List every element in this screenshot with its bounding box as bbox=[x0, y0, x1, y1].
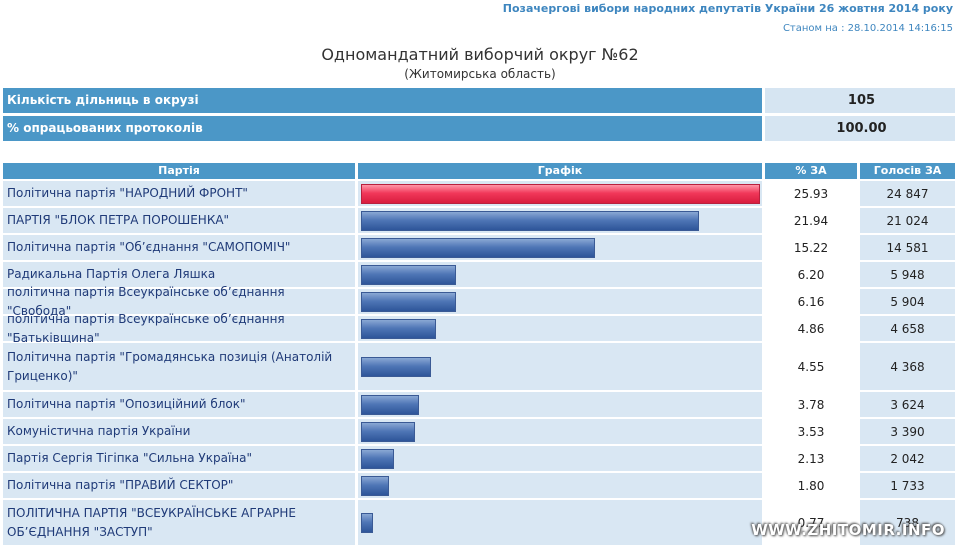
chart-cell bbox=[358, 181, 762, 206]
party-name: Комуністична партія України bbox=[3, 419, 355, 444]
party-name: політична партія Всеукраїнське об’єднанн… bbox=[3, 312, 355, 345]
votes-value: 5 904 bbox=[860, 289, 955, 314]
result-bar bbox=[361, 238, 595, 258]
percent-value: 1.80 bbox=[765, 473, 857, 498]
party-name: Партія Сергія Тігіпка "Сильна Україна" bbox=[3, 446, 355, 471]
votes-value: 21 024 bbox=[860, 208, 955, 233]
chart-cell bbox=[358, 392, 762, 417]
percent-value: 25.93 bbox=[765, 181, 857, 206]
percent-value: 21.94 bbox=[765, 208, 857, 233]
chart-cell bbox=[358, 446, 762, 471]
votes-value: 2 042 bbox=[860, 446, 955, 471]
votes-value: 24 847 bbox=[860, 181, 955, 206]
watermark-logo: WWW.ZHITOMIR.INFO bbox=[751, 521, 945, 539]
summary-value: 105 bbox=[765, 88, 955, 113]
percent-value: 15.22 bbox=[765, 235, 857, 260]
party-name: ПОЛІТИЧНА ПАРТІЯ "ВСЕУКРАЇНСЬКЕ АГРАРНЕ … bbox=[3, 500, 355, 545]
result-bar bbox=[361, 319, 436, 339]
party-name: Політична партія "НАРОДНИЙ ФРОНТ" bbox=[3, 181, 355, 206]
column-header-percent: % ЗА bbox=[765, 163, 857, 179]
votes-value: 5 948 bbox=[860, 262, 955, 287]
chart-cell bbox=[358, 262, 762, 287]
result-bar bbox=[361, 395, 419, 415]
votes-value: 14 581 bbox=[860, 235, 955, 260]
party-name: Політична партія "Об’єднання "САМОПОМІЧ" bbox=[3, 235, 355, 260]
party-name: ПАРТІЯ "БЛОК ПЕТРА ПОРОШЕНКА" bbox=[3, 208, 355, 233]
chart-cell bbox=[358, 289, 762, 314]
summary-value: 100.00 bbox=[765, 116, 955, 141]
timestamp: Станом на : 28.10.2014 14:16:15 bbox=[782, 23, 953, 34]
percent-value: 6.20 bbox=[765, 262, 857, 287]
result-bar bbox=[361, 184, 760, 204]
votes-value: 3 390 bbox=[860, 419, 955, 444]
percent-value: 3.78 bbox=[765, 392, 857, 417]
result-bar bbox=[361, 513, 373, 533]
chart-cell bbox=[358, 473, 762, 498]
summary-label: % опрацьованих протоколів bbox=[3, 116, 762, 141]
party-name: Радикальна Партія Олега Ляшка bbox=[3, 262, 355, 287]
chart-cell bbox=[358, 208, 762, 233]
summary-label: Кількість дільниць в окрузі bbox=[3, 88, 762, 113]
votes-value: 4 658 bbox=[860, 316, 955, 341]
party-name: Політична партія "Опозиційний блок" bbox=[3, 392, 355, 417]
percent-value: 4.86 bbox=[765, 316, 857, 341]
result-bar bbox=[361, 449, 394, 469]
party-name: Політична партія "Громадянська позиція (… bbox=[3, 343, 355, 390]
party-name: Політична партія "ПРАВИЙ СЕКТОР" bbox=[3, 473, 355, 498]
result-bar bbox=[361, 476, 389, 496]
election-title: Позачергові вибори народних депутатів Ук… bbox=[502, 2, 953, 15]
column-header-chart: Графік bbox=[358, 163, 762, 179]
chart-cell bbox=[358, 500, 762, 545]
chart-cell bbox=[358, 316, 762, 341]
district-title: Одномандатний виборчий округ №62 bbox=[321, 45, 639, 64]
chart-cell bbox=[358, 343, 762, 390]
result-bar bbox=[361, 211, 699, 231]
percent-value: 6.16 bbox=[765, 289, 857, 314]
votes-value: 3 624 bbox=[860, 392, 955, 417]
column-header-votes: Голосів ЗА bbox=[860, 163, 955, 179]
percent-value: 4.55 bbox=[765, 343, 857, 390]
district-region: (Житомирська область) bbox=[404, 67, 556, 81]
result-bar bbox=[361, 265, 456, 285]
chart-cell bbox=[358, 235, 762, 260]
result-bar bbox=[361, 357, 431, 377]
chart-cell bbox=[358, 419, 762, 444]
result-bar bbox=[361, 292, 456, 312]
result-bar bbox=[361, 422, 415, 442]
votes-value: 4 368 bbox=[860, 343, 955, 390]
votes-value: 1 733 bbox=[860, 473, 955, 498]
column-header-party: Партія bbox=[3, 163, 355, 179]
percent-value: 2.13 bbox=[765, 446, 857, 471]
votes-value: 738 bbox=[860, 500, 955, 545]
percent-value: 3.53 bbox=[765, 419, 857, 444]
percent-value: 0.77 bbox=[765, 500, 857, 545]
